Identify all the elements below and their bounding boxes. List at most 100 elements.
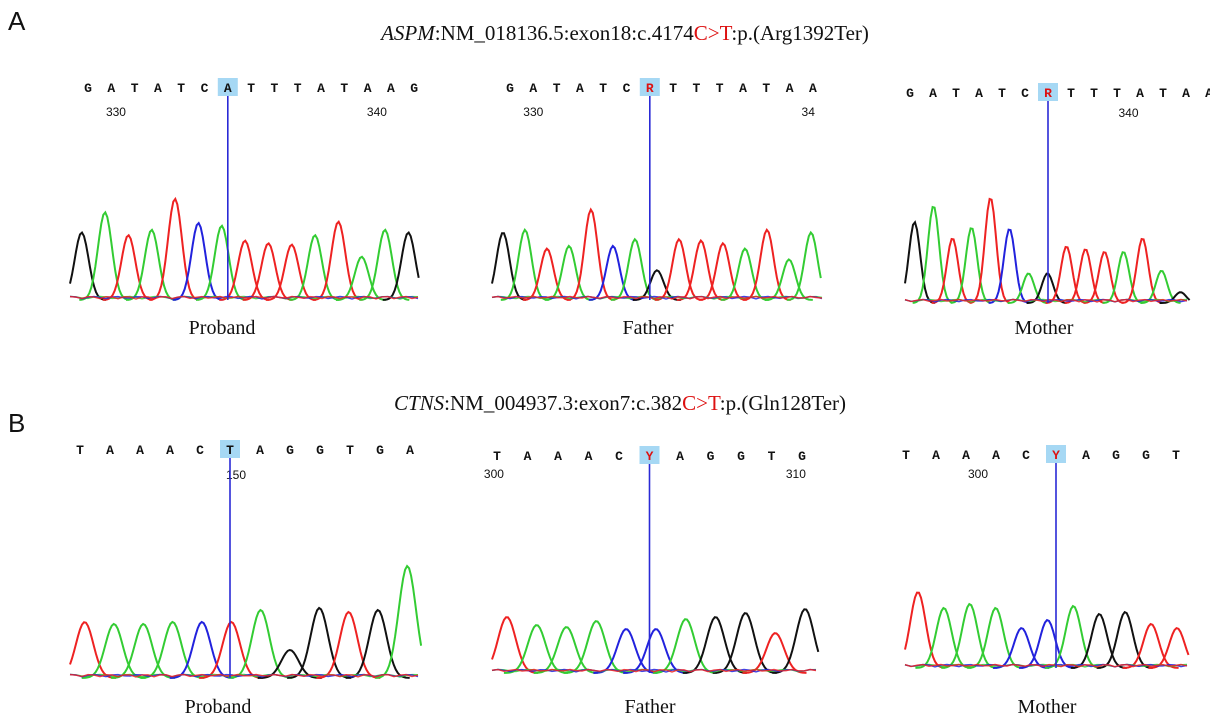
trace-peak	[772, 608, 820, 674]
base-call: T	[998, 86, 1006, 101]
trace-peak	[257, 648, 322, 679]
base-call: A	[975, 86, 983, 101]
panel-a: A ASPM:NM_018136.5:exon18:c.4174C>T:p.(A…	[8, 6, 1210, 339]
base-call: A	[739, 81, 747, 96]
panel-b-label-father: Father	[624, 696, 675, 718]
base-call: Y	[1052, 448, 1060, 463]
base-call: A	[364, 81, 372, 96]
trace-peak	[265, 243, 317, 301]
trace-peak	[140, 620, 205, 679]
base-call: A	[106, 443, 114, 458]
panel-b-mut-arrow: >	[696, 391, 708, 415]
panel-a-label-proband: Proband	[189, 317, 256, 339]
base-call: G	[798, 449, 806, 464]
panel-b-mut-ref: C	[682, 391, 696, 415]
trace-baseline-noise	[491, 295, 823, 300]
trace-peak	[654, 237, 703, 301]
chromatogram-father: T A A A C Y A G G T G 300 310	[484, 446, 820, 674]
variant-highlight	[217, 78, 238, 96]
trace-peak	[566, 207, 615, 301]
base-call: A	[585, 449, 593, 464]
variant-highlight	[220, 440, 240, 458]
trace-baseline-noise	[904, 298, 1188, 303]
panel-b-label-proband: Proband	[185, 696, 252, 718]
base-call: C	[1022, 448, 1030, 463]
base-call: A	[676, 449, 684, 464]
panel-b-desc-prefix: :NM_004937.3:exon7:c.382	[444, 391, 682, 415]
base-call: T	[952, 86, 960, 101]
base-call: T	[599, 81, 607, 96]
base-call: A	[136, 443, 144, 458]
chromatogram-mother: T A A A C Y A G G T 300	[902, 445, 1190, 669]
base-call: T	[346, 443, 354, 458]
base-call: A	[387, 81, 395, 96]
base-call: A	[107, 81, 115, 96]
base-call: G	[506, 81, 514, 96]
position-label: 340	[1118, 106, 1138, 120]
base-call: T	[226, 443, 234, 458]
trace-peak	[653, 618, 718, 674]
base-call: T	[294, 81, 302, 96]
base-call: G	[376, 443, 384, 458]
base-call: T	[692, 81, 700, 96]
trace-peak	[764, 258, 813, 301]
base-call: A	[529, 81, 537, 96]
base-call: A	[1136, 86, 1144, 101]
trace-peak	[172, 221, 223, 301]
panel-a-gene: ASPM	[379, 21, 436, 45]
base-call: A	[224, 81, 232, 96]
trace-peak	[632, 269, 681, 301]
panel-a-mut-alt: T	[720, 21, 733, 45]
trace-peak	[312, 220, 363, 301]
trace-peak	[169, 620, 234, 679]
trace-peak	[81, 622, 146, 679]
base-call: A	[1082, 448, 1090, 463]
base-call: A	[932, 448, 940, 463]
base-call: T	[76, 443, 84, 458]
base-call: A	[554, 449, 562, 464]
variant-highlight	[1038, 83, 1058, 101]
trace-peak	[345, 608, 410, 679]
base-call: T	[1172, 448, 1180, 463]
position-label: 310	[786, 467, 806, 481]
panel-a-desc-prefix: :NM_018136.5:exon18:c.4174	[435, 21, 694, 45]
position-label: 330	[106, 105, 126, 119]
trace-peak	[904, 591, 946, 669]
trace-peak	[544, 244, 593, 301]
panel-a-label-father: Father	[622, 317, 673, 339]
base-call: C	[196, 443, 204, 458]
trace-peak	[786, 230, 822, 301]
trace-peak	[941, 602, 998, 669]
trace-peak	[1159, 291, 1191, 304]
panel-a-mut-arrow: >	[708, 21, 720, 45]
base-call: G	[737, 449, 745, 464]
trace-peak	[335, 255, 387, 301]
trace-baseline-noise	[904, 663, 1188, 668]
trace-peak	[969, 197, 1010, 304]
base-call: A	[962, 448, 970, 463]
trace-peak	[712, 612, 777, 674]
trace-peak	[682, 616, 747, 674]
base-call: A	[786, 81, 794, 96]
base-call: G	[1142, 448, 1150, 463]
base-call: G	[707, 449, 715, 464]
trace-peak	[491, 616, 539, 674]
base-call: T	[270, 81, 278, 96]
base-call: G	[286, 443, 294, 458]
panel-b-variant-title: CTNS:NM_004937.3:exon7:c.382C>T:p.(Gln12…	[394, 391, 846, 415]
variant-highlight	[1046, 445, 1066, 463]
trace-peak	[912, 205, 953, 304]
panel-a-variant-title: ASPM:NM_018136.5:exon18:c.4174C>T:p.(Arg…	[379, 21, 869, 45]
trace-peak	[375, 564, 423, 679]
base-call: A	[1182, 86, 1190, 101]
trace-baseline-noise	[69, 673, 419, 678]
panel-b: B CTNS:NM_004937.3:exon7:c.382C>T:p.(Gln…	[8, 391, 1190, 718]
base-call: A	[1205, 86, 1210, 101]
trace-peak	[287, 606, 352, 679]
base-call: A	[809, 81, 817, 96]
position-label: 300	[484, 467, 504, 481]
base-call: T	[247, 81, 255, 96]
